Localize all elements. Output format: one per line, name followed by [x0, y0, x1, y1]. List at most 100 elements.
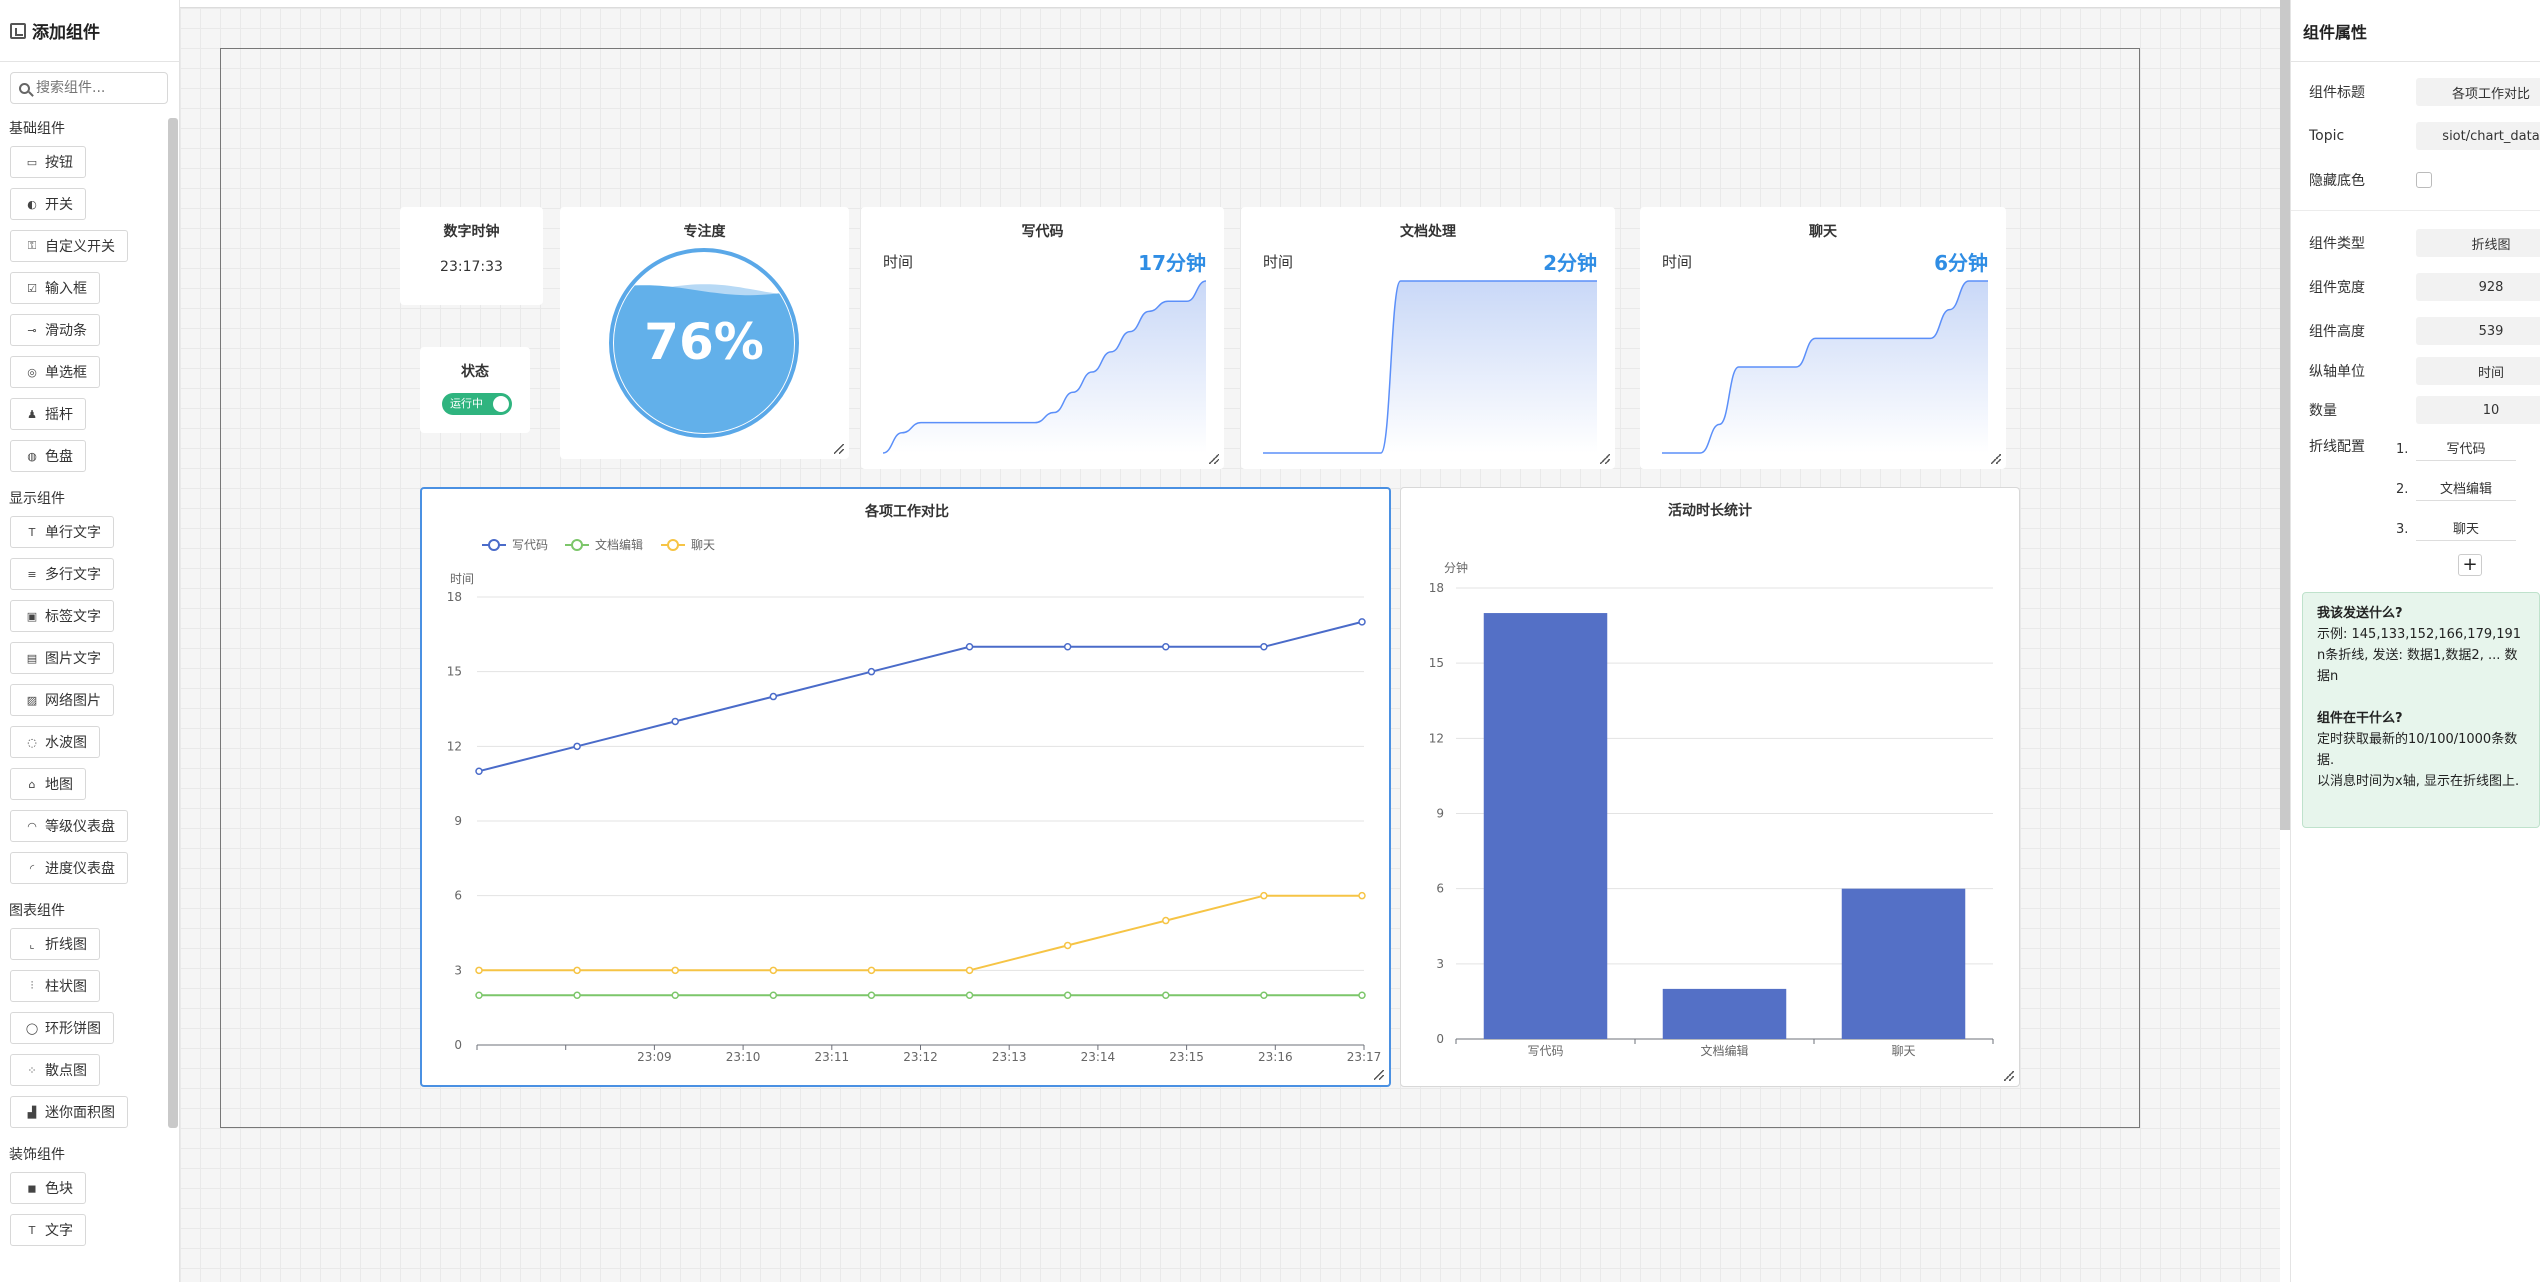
prop-height-input[interactable]: 539 — [2416, 317, 2540, 345]
component-item-label-text[interactable]: ▣ 标签文字 — [10, 600, 114, 632]
resize-handle[interactable] — [1991, 454, 2001, 464]
search-input[interactable] — [36, 80, 156, 96]
line-name-input[interactable]: 文档编辑 — [2416, 478, 2516, 501]
prop-height-row: 组件高度 539 — [2309, 317, 2540, 345]
component-search[interactable] — [10, 72, 168, 104]
component-item-label: 图片文字 — [45, 651, 101, 667]
focus-wave-svg: 76% — [609, 248, 799, 438]
x-tick-label: 23:11 — [815, 1050, 850, 1064]
line-index: 3. — [2396, 521, 2409, 537]
code-label: 时间 — [883, 253, 914, 271]
component-item-joystick[interactable]: ♟ 摇杆 — [10, 398, 86, 430]
chat-widget[interactable]: 聊天 时间 6分钟 — [1640, 207, 2006, 469]
status-toggle[interactable]: 运行中 — [442, 393, 512, 415]
data-point — [965, 991, 974, 999]
resize-handle[interactable] — [1600, 454, 1610, 464]
data-point — [475, 991, 483, 999]
component-sidebar: 添加组件 基础组件 ▭ 按钮 ◐ 开关 ⚿ 自定义开关 ☑ 输入框 ⊸ 滑动条 ◎ 单选框 ♟ 摇杆 ◍ 色盘显… — [0, 0, 180, 1282]
component-item-water-wave[interactable]: ◌ 水波图 — [10, 726, 100, 758]
focus-widget[interactable]: 专注度 76% — [560, 207, 849, 459]
data-point — [573, 991, 581, 999]
x-tick-label: 23:13 — [992, 1050, 1027, 1064]
component-item-radio[interactable]: ◎ 单选框 — [10, 356, 100, 388]
component-item-label: 文字 — [45, 1223, 73, 1239]
component-item-color-block[interactable]: ◼ 色块 — [10, 1172, 86, 1204]
component-item-progress-gauge[interactable]: ◜ 进度仪表盘 — [10, 852, 128, 884]
docs-sparkline — [1262, 280, 1597, 454]
prop-topic-select[interactable]: siot/chart_data⌵ — [2416, 122, 2540, 150]
prop-lines-row: 折线配置 — [2309, 432, 2540, 460]
hide-bg-checkbox[interactable] — [2416, 172, 2432, 188]
legend-marker — [667, 539, 679, 551]
sidebar-title: 添加组件 — [32, 23, 100, 43]
clock-widget[interactable]: 数字时钟 23:17:33 — [400, 207, 543, 305]
sidebar-scrollbar[interactable] — [168, 118, 178, 1128]
component-item-single-text[interactable]: T 单行文字 — [10, 516, 114, 548]
legend-marker — [488, 539, 500, 551]
prop-width-input[interactable]: 928 — [2416, 273, 2540, 301]
slider-icon: ⊸ — [27, 323, 37, 337]
component-item-mini-area[interactable]: ▟ 迷你面积图 — [10, 1096, 128, 1128]
component-item-web-image[interactable]: ▨ 网络图片 — [10, 684, 114, 716]
component-item-ring-pie[interactable]: ◯ 环形饼图 — [10, 1012, 114, 1044]
search-icon — [19, 82, 30, 94]
docs-label: 时间 — [1263, 253, 1294, 271]
component-item-map[interactable]: ⌂ 地图 — [10, 768, 86, 800]
component-item-switch[interactable]: ◐ 开关 — [10, 188, 86, 220]
custom-switch-icon: ⚿ — [27, 239, 37, 252]
canvas-scrollbar[interactable] — [2280, 0, 2290, 830]
component-item-label: 网络图片 — [45, 693, 101, 709]
component-item-line-chart[interactable]: ⌞ 折线图 — [10, 928, 100, 960]
add-line-button[interactable]: + — [2458, 554, 2482, 576]
component-item-button[interactable]: ▭ 按钮 — [10, 146, 86, 178]
line-config-1: 1. 写代码 — [2396, 436, 2516, 462]
chart-title: 各项工作对比 — [864, 503, 949, 520]
component-item-label: 自定义开关 — [45, 239, 115, 255]
resize-handle[interactable] — [2004, 1071, 2014, 1081]
properties-title: 组件属性 — [2291, 0, 2540, 62]
bar-chart-widget[interactable]: 活动时长统计 分钟 0 3 6 9 12 15 18 写代码 文档编辑 聊天 — [1400, 487, 2020, 1087]
line-name-input[interactable]: 聊天 — [2416, 518, 2516, 541]
component-item-bar-chart[interactable]: ⫶ 柱状图 — [10, 970, 100, 1002]
component-item-text[interactable]: T 文字 — [10, 1214, 86, 1246]
line-chart-widget[interactable]: 各项工作对比 时间 0 3 6 9 12 15 18 23:09 23:10 23:11 23:12 23… — [420, 487, 1391, 1087]
component-item-label: 柱状图 — [45, 979, 87, 995]
resize-handle[interactable] — [1209, 454, 1219, 464]
component-item-image-text[interactable]: ▤ 图片文字 — [10, 642, 114, 674]
input-icon: ☑ — [27, 281, 37, 295]
component-item-slider[interactable]: ⊸ 滑动条 — [10, 314, 100, 346]
resize-handle[interactable] — [1374, 1070, 1384, 1080]
prop-yunit-input[interactable]: 时间 — [2416, 357, 2540, 385]
component-item-input[interactable]: ☑ 输入框 — [10, 272, 100, 304]
docs-widget[interactable]: 文档处理 时间 2分钟 — [1241, 207, 1615, 469]
y-tick-label: 12 — [447, 739, 462, 753]
sparkline-area — [1263, 281, 1597, 453]
component-item-label: 色块 — [45, 1181, 73, 1197]
line-config-3: 3. 聊天 — [2396, 516, 2516, 542]
sparkline-area — [883, 281, 1206, 453]
component-item-multi-text[interactable]: ≡ 多行文字 — [10, 558, 114, 590]
data-point — [1358, 891, 1366, 900]
component-item-palette[interactable]: ◍ 色盘 — [10, 440, 86, 472]
data-point — [1358, 991, 1366, 999]
component-item-scatter[interactable]: ⁘ 散点图 — [10, 1054, 100, 1086]
status-widget[interactable]: 状态 运行中 — [420, 347, 530, 433]
switch-icon: ◐ — [27, 197, 37, 211]
multi-text-icon: ≡ — [27, 567, 37, 581]
focus-title: 专注度 — [683, 224, 726, 240]
prop-title-input[interactable]: 各项工作对比 — [2416, 78, 2540, 106]
legend-label: 聊天 — [691, 538, 715, 552]
chat-label: 时间 — [1662, 253, 1693, 271]
prop-count-select[interactable]: 10⌵ — [2416, 396, 2540, 424]
bar — [1662, 988, 1787, 1039]
resize-handle[interactable] — [834, 444, 844, 454]
component-item-level-gauge[interactable]: ◠ 等级仪表盘 — [10, 810, 128, 842]
y-tick-label: 15 — [447, 665, 462, 679]
image-text-icon: ▤ — [26, 651, 38, 665]
button-icon: ▭ — [26, 155, 38, 169]
line-name-input[interactable]: 写代码 — [2416, 438, 2516, 461]
code-widget[interactable]: 写代码 时间 17分钟 — [861, 207, 1224, 469]
data-point — [1260, 643, 1268, 651]
component-item-custom-switch[interactable]: ⚿ 自定义开关 — [10, 230, 128, 262]
sparkline-area — [1662, 281, 1988, 453]
